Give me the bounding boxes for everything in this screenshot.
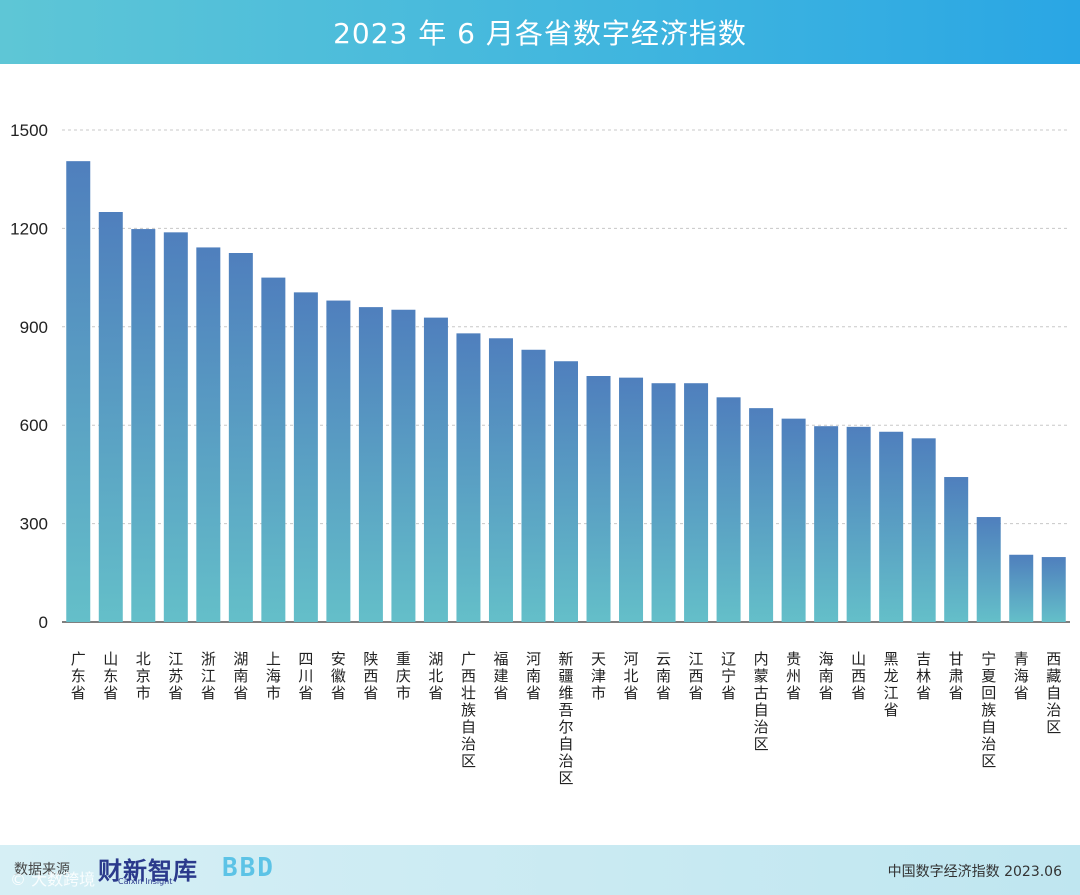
bar <box>66 161 91 622</box>
bar <box>684 383 709 622</box>
x-category-label: 辽宁省 <box>721 650 736 702</box>
x-category-label: 贵州省 <box>786 650 801 702</box>
x-category-label: 内蒙古自治区 <box>754 650 769 753</box>
caixin-logo: 财新智库 <box>98 857 198 885</box>
y-tick-label: 0 <box>39 613 48 632</box>
x-category-label: 北京市 <box>136 650 151 702</box>
x-category-label: 福建省 <box>493 650 508 702</box>
bar <box>846 426 871 622</box>
x-category-label: 河北省 <box>624 650 639 702</box>
x-category-label: 甘肃省 <box>949 650 964 702</box>
y-tick-label: 600 <box>20 416 48 435</box>
bar <box>586 376 611 622</box>
y-tick-label: 300 <box>20 515 48 534</box>
x-category-label: 黑龙江省 <box>884 650 899 719</box>
footer-caption: 中国数字经济指数 2023.06 <box>887 864 1062 880</box>
bar <box>651 383 676 622</box>
x-category-label: 宁夏回族自治区 <box>981 650 996 770</box>
caixin-logo-subtext: Caixin Insight <box>118 877 173 886</box>
x-category-label: 山东省 <box>103 650 118 702</box>
y-axis-ticks: 0 300 600 900 1200 1500 <box>10 121 48 632</box>
bar <box>944 477 969 622</box>
x-category-label: 天津市 <box>591 650 606 702</box>
x-category-label: 湖北省 <box>428 650 443 702</box>
bar <box>326 300 351 622</box>
bar <box>911 438 936 622</box>
bar <box>358 307 383 622</box>
bar <box>131 229 156 622</box>
bar <box>228 253 253 622</box>
bar <box>98 212 123 622</box>
bar <box>261 277 286 622</box>
x-category-label: 西藏自治区 <box>1046 650 1061 736</box>
x-category-label: 山西省 <box>851 650 866 702</box>
y-tick-label: 1500 <box>10 121 48 140</box>
x-category-label: 江苏省 <box>168 650 183 702</box>
bar <box>456 333 481 622</box>
x-category-label: 吉林省 <box>916 650 931 702</box>
bar <box>976 517 1001 622</box>
bar-chart: 0 300 600 900 1200 1500 广东省 山东省 北京市 江苏省 浙江省 湖南省 上海市… <box>10 121 1070 787</box>
bar <box>814 426 839 622</box>
data-source-label: 数据来源 <box>14 862 70 878</box>
footer-bar: 数据来源 财新智库 Caixin Insight BBD 中国数字经济指数 20… <box>0 845 1080 895</box>
bar <box>423 317 448 622</box>
bar <box>749 408 774 622</box>
bar <box>1041 557 1066 622</box>
bar <box>619 377 644 622</box>
chart-title: 2023 年 6 月各省数字经济指数 <box>333 17 747 50</box>
bar <box>293 292 318 622</box>
bars <box>66 161 1066 622</box>
x-category-label: 上海市 <box>266 650 281 702</box>
x-axis-labels: 广东省 山东省 北京市 江苏省 浙江省 湖南省 上海市 四川省 安徽省 陕西省 重庆市 湖北省 广西壮族… <box>71 650 1061 787</box>
bar <box>391 309 416 622</box>
x-category-label: 浙江省 <box>201 650 216 702</box>
bar <box>1009 554 1034 622</box>
x-category-label: 海南省 <box>819 650 834 702</box>
bar <box>488 338 513 622</box>
x-category-label: 广东省 <box>71 650 86 702</box>
x-category-label: 陕西省 <box>363 650 378 702</box>
watermark-text: © 大数跨境 <box>10 870 96 889</box>
x-category-label: 四川省 <box>298 650 313 702</box>
x-category-label: 河南省 <box>526 650 541 702</box>
bar <box>879 431 904 622</box>
x-category-label: 重庆市 <box>396 650 411 702</box>
y-tick-label: 900 <box>20 318 48 337</box>
x-category-label: 广西壮族自治区 <box>461 650 476 770</box>
x-category-label: 江西省 <box>689 650 704 702</box>
bar <box>781 418 806 622</box>
x-category-label: 新疆维吾尔自治区 <box>558 650 573 787</box>
bar <box>716 397 741 622</box>
x-category-label: 安徽省 <box>331 650 346 702</box>
bar <box>163 232 188 622</box>
x-category-label: 青海省 <box>1014 650 1029 702</box>
bar <box>521 349 546 622</box>
x-category-label: 湖南省 <box>233 650 248 702</box>
x-category-label: 云南省 <box>656 650 671 702</box>
bar <box>196 247 221 622</box>
bbd-logo: BBD <box>222 853 275 883</box>
y-tick-label: 1200 <box>10 219 48 238</box>
chart-header: 2023 年 6 月各省数字经济指数 <box>0 0 1080 64</box>
bar <box>554 361 578 622</box>
